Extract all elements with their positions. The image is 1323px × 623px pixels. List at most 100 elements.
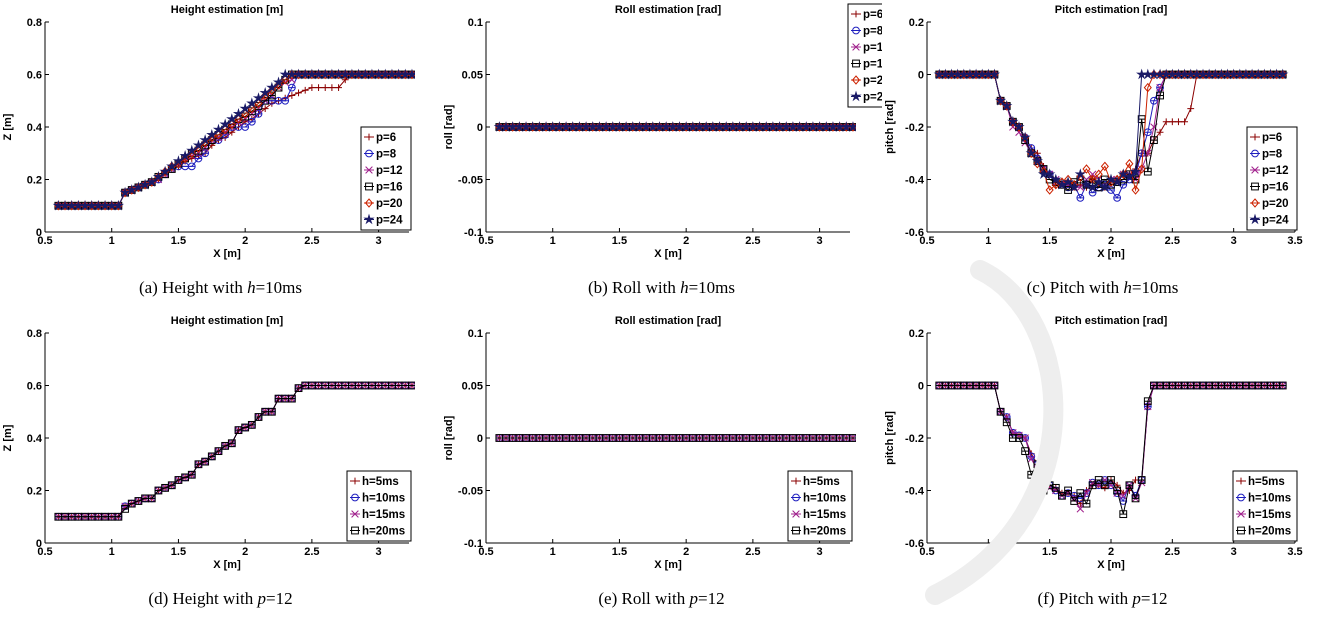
data-point [288,92,296,99]
x-tick-label: 1 [985,235,991,247]
data-point [1093,176,1105,187]
data-point [1050,173,1062,185]
data-point [1131,185,1140,195]
y-tick-label: 0.2 [909,328,924,340]
data-point [1125,158,1134,169]
series-line [939,74,1283,191]
data-point [414,71,415,78]
legend-box [787,470,853,542]
data-point [212,123,225,135]
legend-marker [852,26,860,35]
data-point [132,181,145,193]
legend: p=6 p=8 p=12 p=16 p=20 p=24 [360,126,412,231]
legend-label: p=6 [1262,132,1282,144]
legend-marker [1237,526,1245,535]
legend-label: p=8 [1262,149,1283,161]
legend-label: h=15ms [362,509,405,521]
legend-marker [1251,182,1259,191]
legend-label: p=20 [376,198,403,210]
data-point [429,382,436,389]
legend-marker [1237,510,1245,518]
data-point [855,123,856,131]
x-tick-label: 2.5 [745,546,760,558]
legend-box [346,470,412,542]
data-point [146,176,158,187]
y-tick-label: -0.2 [905,122,924,134]
data-point [301,86,309,94]
legend-label: p=24 [863,92,882,104]
data-point [870,124,877,131]
caption-prefix: (b) Roll with [587,278,681,297]
data-point [429,382,436,389]
data-point [855,434,856,442]
data-point [869,123,877,131]
series-p=6 [935,71,1287,191]
legend-marker [363,213,375,225]
chart-svg: Roll estimation [rad]0.511.522.533.-0.1-… [443,315,882,571]
data-point [870,124,877,131]
data-point [429,71,436,78]
legend-label: p=24 [376,215,403,227]
legend-marker [364,198,374,208]
series-h=20ms [495,434,856,442]
x-tick-label: 1.5 [612,546,627,558]
legend-marker [792,493,800,502]
data-point [1162,118,1170,126]
data-point [870,124,877,131]
data-point [414,74,415,75]
y-tick-label: -0.1 [464,538,483,550]
caption-variable: p [257,589,266,608]
data-point [422,382,429,389]
y-tick-label: 0.1 [468,17,483,29]
data-point [429,382,436,389]
data-point [863,124,870,131]
y-tick-label: 0.8 [27,17,42,29]
data-point [1064,186,1072,194]
data-point [261,105,269,113]
data-point [1107,476,1115,484]
caption-variable: h [247,278,256,297]
data-point [1074,168,1086,180]
y-tick-label: -0.05 [458,486,483,498]
legend-marker [1237,477,1245,485]
data-point [1064,486,1072,495]
data-point [855,126,856,128]
data-point [429,71,436,78]
legend-marker [351,477,359,485]
data-point [422,382,429,389]
y-tick-label: -0.05 [458,175,483,187]
x-tick-label: 1.5 [1042,546,1057,558]
data-point [1156,128,1164,136]
x-axis-label: X [m] [213,248,241,260]
x-tick-label: 1 [550,235,556,247]
data-point [862,123,870,131]
data-point [870,123,877,131]
x-tick-label: 1.5 [171,235,186,247]
data-point [856,435,863,442]
series-line [939,74,1283,188]
data-point [855,125,856,129]
data-point [159,165,171,177]
legend-label: p=12 [863,42,882,54]
legend-marker [1237,493,1245,502]
y-axis-label: roll [rad] [443,104,455,149]
data-point [870,435,877,442]
legend-label: h=20ms [803,526,846,538]
data-point [239,102,251,114]
data-point [1137,164,1146,174]
data-point [179,149,191,161]
chart-svg: Pitch estimation [rad]0.5 1 1.5 2 2.5 3 3.5-0.… [884,315,1303,571]
x-tick-label: 1 [985,546,991,558]
legend-marker [850,90,862,102]
data-point [1019,131,1031,143]
data-point [863,124,870,131]
data-point [1013,121,1025,132]
chart-panel-6: Pitch estimation [rad] 0.5 1 1.5 2 2.5 3 3.5 -0.… [882,311,1323,621]
chart-svg: Roll estimation [rad]0.511.522.533.-0.1-… [443,3,882,260]
legend-marker [365,133,373,141]
caption-variable: h [680,278,689,297]
data-point [252,92,265,103]
data-point [1082,499,1091,508]
data-point [855,123,856,131]
y-tick-label: 0.4 [27,433,43,445]
